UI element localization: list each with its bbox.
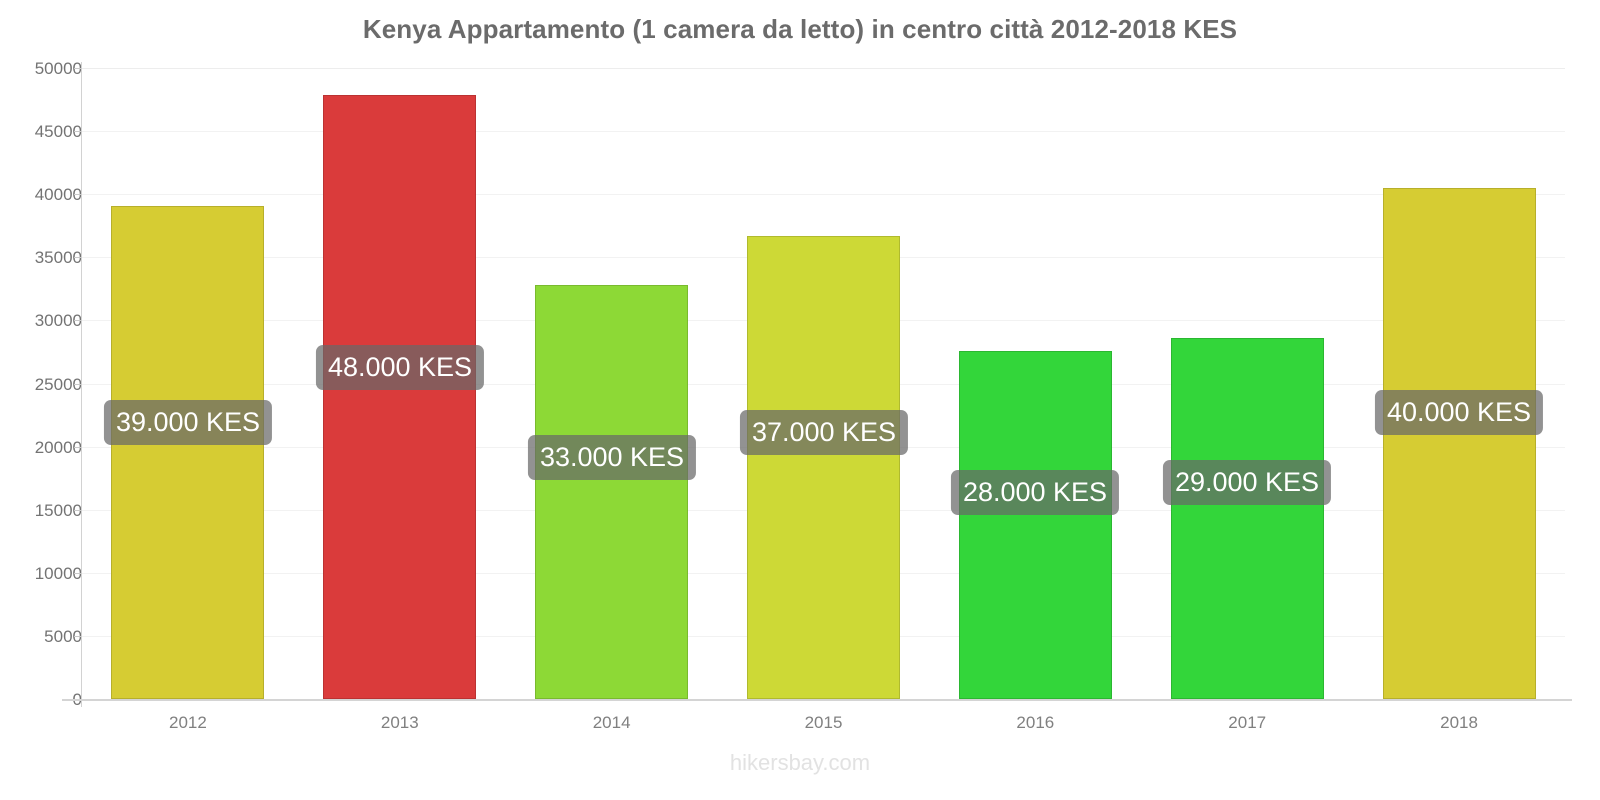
chart-title: Kenya Appartamento (1 camera da letto) i… [362,14,1238,44]
footer-watermark: hikersbay.com [729,750,871,775]
x-axis-line [62,699,1572,701]
x-axis-tick-label-2017: 2017 [1228,713,1267,732]
y-axis-tick-mark [74,635,82,637]
x-axis-tick-label-2012: 2012 [169,713,207,732]
bar-2014[interactable] [535,285,688,699]
y-axis-tick-label: 15000 [34,500,82,520]
y-axis-tick-mark [74,572,82,574]
y-axis-tick-label: 50000 [34,59,82,78]
bar-value-label-2013: 48.000 KES [315,345,485,390]
y-axis-tick-mark [74,68,82,69]
bar-2013[interactable] [323,94,476,699]
bar-value-label-2017: 29.000 KES [1162,460,1332,505]
bar-value-label-2018: 40.000 KES [1374,390,1544,435]
y-axis-tick-mark [74,131,82,133]
gridline [82,68,1565,69]
bar-2015[interactable] [747,235,900,699]
y-axis-tick-label: 35000 [34,248,82,268]
y-axis-line [81,62,82,707]
x-axis-tick-label-2014: 2014 [592,713,631,732]
y-axis-tick-label: 45000 [34,122,82,142]
y-axis-tick-mark [74,257,82,259]
y-axis-tick-mark [74,383,82,385]
y-axis-tick-mark [74,446,82,448]
x-axis-tick-label-2016: 2016 [1016,713,1055,732]
y-axis-tick-label: 20000 [34,437,82,457]
x-axis-tick-label-2018: 2018 [1440,713,1478,732]
bar-2012[interactable] [111,205,264,699]
y-axis-tick-label: 5000 [44,626,82,646]
y-axis-tick-mark [74,509,82,511]
bar-value-label-2015: 37.000 KES [739,410,909,455]
gridline [82,131,1565,133]
bar-2017[interactable] [1171,338,1324,699]
y-axis-tick-label: 40000 [34,185,82,205]
bar-value-label-2012: 39.000 KES [103,400,273,445]
bar-value-label-2016: 28.000 KES [950,470,1120,515]
x-axis-tick-label-2013: 2013 [380,713,419,732]
bar-2018[interactable] [1383,187,1536,699]
y-axis: 0500010000150002000025000300003500040000… [0,0,82,800]
y-axis-tick-label: 25000 [34,374,82,394]
y-axis-tick-label: 10000 [34,563,82,583]
y-axis-tick-mark [74,320,82,322]
y-axis-tick-label: 30000 [34,311,82,331]
x-axis-tick-label-2015: 2015 [804,713,843,732]
y-axis-tick-mark [74,194,82,196]
gridline [82,194,1565,196]
bar-2016[interactable] [959,350,1112,699]
bar-value-label-2014: 33.000 KES [527,435,697,480]
